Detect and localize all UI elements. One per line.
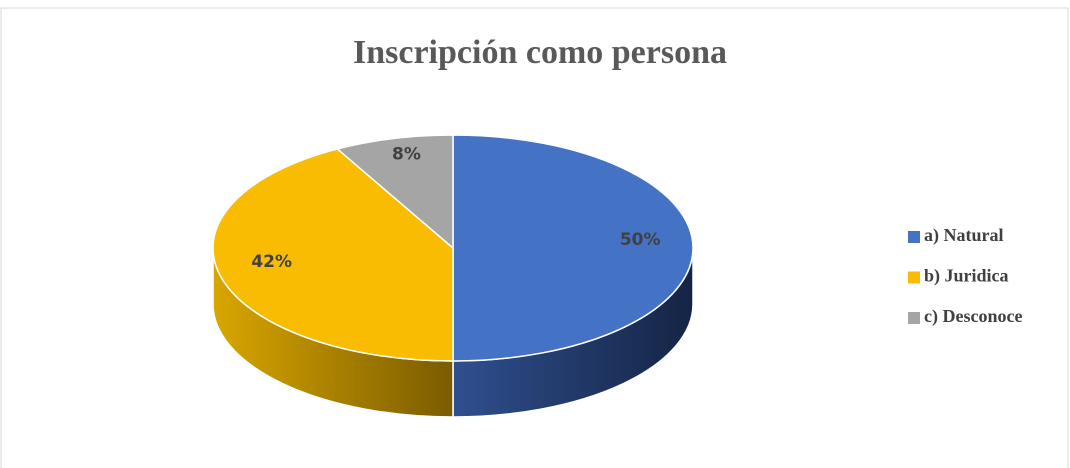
slice: [335, 134, 454, 250]
legend-label: a) Natural: [924, 225, 1004, 246]
data-label: 42%: [251, 252, 292, 272]
chart-title: Inscripción como persona: [353, 34, 727, 71]
legend-swatch: [908, 271, 920, 284]
legend-label: b) Juridica: [924, 266, 1009, 287]
legend-swatch: [908, 312, 920, 324]
slice: [452, 134, 694, 362]
legend-swatch: [908, 231, 920, 243]
legend-label: c) Desconoce: [924, 306, 1022, 327]
chart-border: [0, 7, 1069, 468]
data-label: 8%: [392, 145, 421, 165]
data-label: 50%: [620, 230, 661, 250]
slice: [212, 148, 454, 362]
